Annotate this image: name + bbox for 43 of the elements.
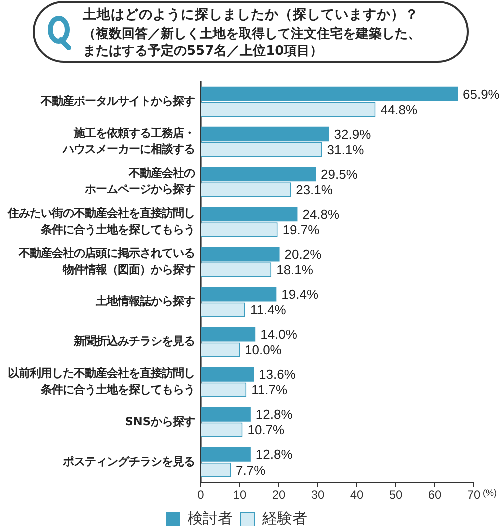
legend-label: 検討者 xyxy=(188,509,233,526)
x-tick-label: 30 xyxy=(311,488,325,502)
y-tick-label: 不動産ポータルサイトから探す xyxy=(40,94,195,108)
data-label: 29.5% xyxy=(321,166,358,182)
y-tick-label: ポスティングチラシを見る xyxy=(62,455,195,468)
data-label: 11.4% xyxy=(250,302,287,318)
y-tick-label: 新聞折込みチラシを見る xyxy=(73,335,195,348)
y-tick-label: 以前利用した不動産会社を直接訪問し条件に合う土地を探してもらう xyxy=(8,367,195,396)
data-label: 7.7% xyxy=(236,462,266,478)
x-tick-label: 40 xyxy=(350,488,364,502)
x-tick-label: 60 xyxy=(428,488,442,502)
x-axis-title: (%) xyxy=(483,488,497,498)
data-label: 19.4% xyxy=(282,286,319,302)
data-label: 44.8% xyxy=(380,102,418,118)
data-label: 24.8% xyxy=(302,206,340,222)
data-label: 10.7% xyxy=(248,422,286,438)
y-tick-label: 不動産会社の店頭に掲示されている物件情報（図面）から探す xyxy=(18,246,195,276)
data-label: 65.9% xyxy=(463,86,500,102)
data-label: 10.0% xyxy=(245,342,282,358)
data-label: 20.2% xyxy=(284,246,322,262)
data-label: 23.1% xyxy=(296,182,334,198)
y-tick-label: 施工を依頼する工務店・ハウスメーカーに相談する xyxy=(62,126,195,156)
chart-title: 土地はどのように探しましたか（探していますか）？ xyxy=(83,6,419,24)
y-tick-label: 住みたい街の不動産会社を直接訪問し条件に合う土地を探してもらう xyxy=(7,206,195,236)
y-tick-label: 土地情報誌から探す xyxy=(95,295,195,308)
x-tick-label: 70 xyxy=(467,488,481,502)
chart-subtitle: （複数回答／新しく土地を取得して注文住宅を建築した、またはする予定の557名／上位10項目） xyxy=(83,26,422,60)
data-label: 19.7% xyxy=(282,222,320,238)
x-tick-label: 0 xyxy=(198,488,205,502)
x-tick-label: 50 xyxy=(389,488,403,502)
data-label: 14.0% xyxy=(260,327,298,342)
data-label: 11.7% xyxy=(252,382,288,398)
data-label: 31.1% xyxy=(327,142,365,158)
legend-label: 経験者 xyxy=(262,509,308,526)
x-tick-label: 20 xyxy=(272,488,286,502)
y-tick-label: SNSから探す xyxy=(125,415,195,428)
data-label: 12.8% xyxy=(256,407,294,422)
data-label: 18.1% xyxy=(276,262,314,278)
y-tick-label: 不動産会社のホームページから探す xyxy=(84,166,195,196)
data-label: 12.8% xyxy=(256,447,294,462)
data-label: 32.9% xyxy=(334,126,372,142)
x-tick-label: 10 xyxy=(233,488,247,502)
data-label: 13.6% xyxy=(259,367,296,382)
